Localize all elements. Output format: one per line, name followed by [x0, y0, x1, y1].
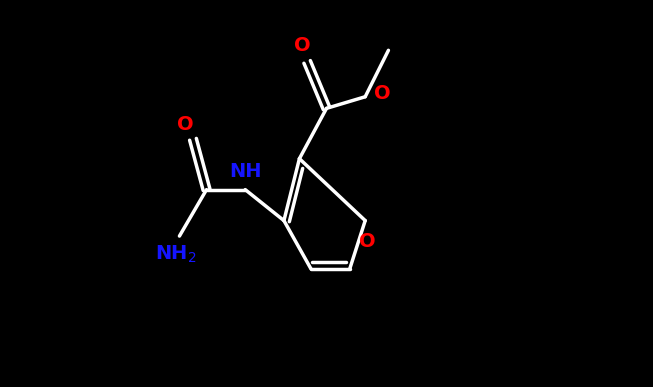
Text: O: O: [374, 84, 390, 103]
Text: O: O: [358, 232, 375, 251]
Text: NH: NH: [229, 162, 261, 181]
Text: O: O: [177, 115, 193, 134]
Text: NH$_2$: NH$_2$: [155, 244, 197, 265]
Text: O: O: [295, 36, 311, 55]
